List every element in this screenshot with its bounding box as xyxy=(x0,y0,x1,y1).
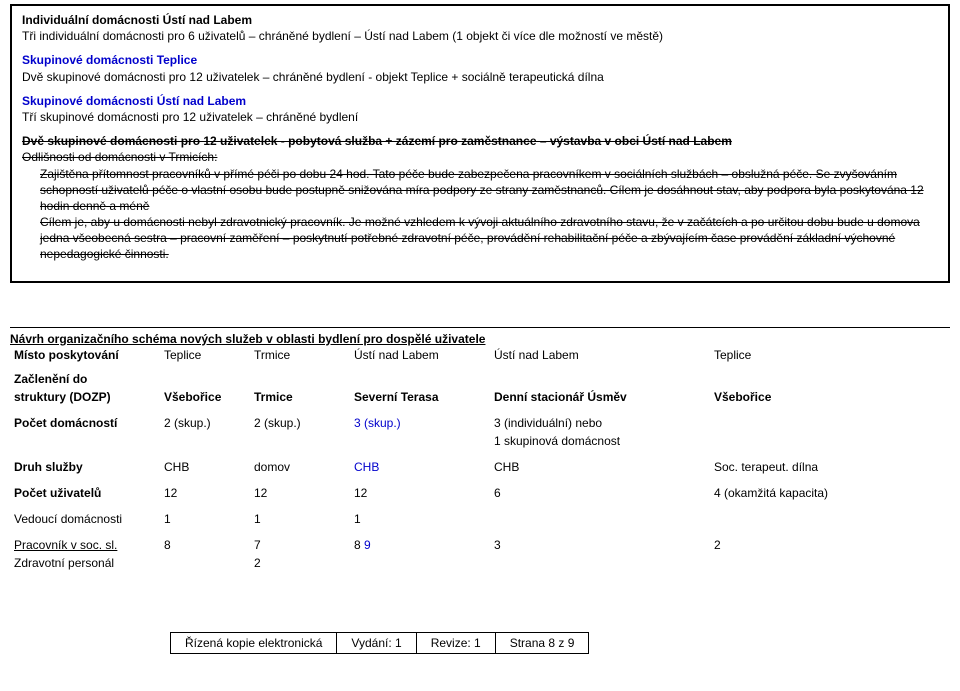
cell: 8 9 xyxy=(350,536,490,554)
footer-table: Řízená kopie elektronická Vydání: 1 Revi… xyxy=(170,632,589,654)
label: Pracovník v soc. sl. xyxy=(14,538,117,552)
cell: 1 xyxy=(250,510,350,528)
cell: Trmice xyxy=(250,346,350,364)
text-individual: Tři individuální domácnosti pro 6 uživat… xyxy=(22,28,938,44)
cell: Všebořice xyxy=(710,388,950,406)
val-a: 8 xyxy=(354,538,364,552)
cell: 12 xyxy=(350,484,490,502)
cell: Všebořice xyxy=(160,388,250,406)
row-zacleneni-1: Začlenění do xyxy=(10,370,950,388)
cell: CHB xyxy=(160,458,250,476)
label: struktury (DOZP) xyxy=(10,388,160,406)
cell: 12 xyxy=(160,484,250,502)
cell: CHB xyxy=(490,458,710,476)
cell: domov xyxy=(250,458,350,476)
cell: Severní Terasa xyxy=(350,388,490,406)
row-pocet-dom-b: 1 skupinová domácnost xyxy=(10,432,950,450)
cell: 7 xyxy=(250,536,350,554)
cell: Ústí nad Labem xyxy=(490,346,710,364)
row-pracovnik: Pracovník v soc. sl. 8 7 8 9 3 2 xyxy=(10,536,950,554)
cell: 1 xyxy=(350,510,490,528)
row-zacleneni-2: struktury (DOZP) Všebořice Trmice Severn… xyxy=(10,388,950,406)
cell: Trmice xyxy=(250,388,350,406)
cell: 2 (skup.) xyxy=(160,414,250,432)
row-zdravotni: Zdravotní personál 2 xyxy=(10,554,950,572)
row-pocet-uziv: Počet uživatelů 12 12 12 6 4 (okamžitá k… xyxy=(10,484,950,502)
strike-para-2: Cílem je, aby u domácnosti nebyl zdravot… xyxy=(22,214,938,263)
footer-cell-2: Vydání: 1 xyxy=(337,632,416,653)
footer: Řízená kopie elektronická Vydání: 1 Revi… xyxy=(170,632,790,654)
cell: 4 (okamžitá kapacita) xyxy=(710,484,950,502)
label: Vedoucí domácnosti xyxy=(10,510,160,528)
row-misto: Místo poskytování Teplice Trmice Ústí na… xyxy=(10,346,950,364)
cell: 12 xyxy=(250,484,350,502)
cell: 3 (individuální) nebo xyxy=(490,414,710,432)
cell: 3 xyxy=(490,536,710,554)
cell: 2 xyxy=(250,554,350,572)
heading-usti: Skupinové domácnosti Ústí nad Labem xyxy=(22,93,938,109)
heading-teplice: Skupinové domácnosti Teplice xyxy=(22,52,938,68)
label: Druh služby xyxy=(10,458,160,476)
text-usti: Tří skupinové domácnosti pro 12 uživatel… xyxy=(22,109,938,125)
cell: Teplice xyxy=(710,346,950,364)
cell: Teplice xyxy=(160,346,250,364)
schema-section: Návrh organizačního schéma nových služeb… xyxy=(10,327,950,572)
cell: Ústí nad Labem xyxy=(350,346,490,364)
cell: 8 xyxy=(160,536,250,554)
schema-heading: Návrh organizačního schéma nových služeb… xyxy=(10,327,950,346)
strike-line-2: Odlišnosti od domácnosti v Trmicích: xyxy=(22,149,938,165)
cell: 3 (skup.) xyxy=(350,414,490,432)
footer-cell-3: Revize: 1 xyxy=(416,632,495,653)
cell: 6 xyxy=(490,484,710,502)
schema-table: Místo poskytování Teplice Trmice Ústí na… xyxy=(10,346,950,572)
cell: 2 (skup.) xyxy=(250,414,350,432)
strike-line-1: Dvě skupinové domácnosti pro 12 uživatel… xyxy=(22,133,938,149)
val-b: 9 xyxy=(364,538,371,552)
cell: 2 xyxy=(710,536,950,554)
cell: CHB xyxy=(350,458,490,476)
label: Začlenění do xyxy=(10,370,160,388)
strike-para-1: Zajištěna přítomnost pracovníků v přímé … xyxy=(22,166,938,215)
row-druh: Druh služby CHB domov CHB CHB Soc. terap… xyxy=(10,458,950,476)
row-pocet-dom: Počet domácností 2 (skup.) 2 (skup.) 3 (… xyxy=(10,414,950,432)
label: Počet domácností xyxy=(10,414,160,432)
label: Místo poskytování xyxy=(10,346,160,364)
cell: 1 xyxy=(160,510,250,528)
label: Počet uživatelů xyxy=(10,484,160,502)
label: Zdravotní personál xyxy=(10,554,160,572)
cell: Soc. terapeut. dílna xyxy=(710,458,950,476)
footer-cell-4: Strana 8 z 9 xyxy=(495,632,589,653)
cell: Denní stacionář Úsměv xyxy=(490,388,710,406)
footer-cell-1: Řízená kopie elektronická xyxy=(171,632,337,653)
cell: 1 skupinová domácnost xyxy=(490,432,710,450)
text-teplice: Dvě skupinové domácnosti pro 12 uživatel… xyxy=(22,69,938,85)
row-vedouci: Vedoucí domácnosti 1 1 1 xyxy=(10,510,950,528)
framed-text-box: Individuální domácnosti Ústí nad Labem T… xyxy=(10,4,950,283)
heading-individual: Individuální domácnosti Ústí nad Labem xyxy=(22,12,938,28)
